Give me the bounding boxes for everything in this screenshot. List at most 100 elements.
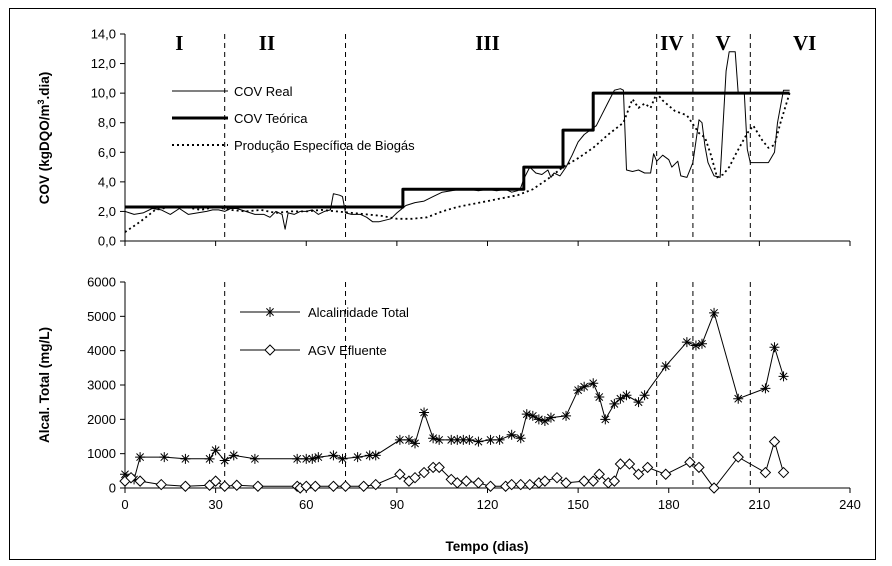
phase-label: I	[175, 31, 183, 55]
data-point-diamond	[179, 480, 192, 492]
data-point-asterisk	[769, 342, 780, 353]
legend-label-cov-teorica: COV Teórica	[234, 111, 308, 126]
x-tick-label: 240	[839, 497, 861, 512]
data-point-asterisk	[639, 390, 650, 401]
phase-label: IV	[660, 31, 683, 55]
data-point-diamond	[134, 475, 146, 487]
data-point-diamond	[587, 475, 599, 487]
data-point-diamond	[433, 461, 445, 474]
data-point-asterisk	[609, 398, 620, 409]
data-point-asterisk	[452, 434, 463, 445]
data-point-asterisk	[633, 397, 644, 408]
data-point-asterisk	[539, 416, 550, 427]
legend-label-agv: AGV Efluente	[308, 343, 387, 358]
series-line-0	[124, 51, 790, 230]
data-point-diamond	[370, 478, 382, 491]
data-point-diamond	[551, 471, 563, 484]
x-tick-label: 180	[658, 497, 680, 512]
data-point-diamond	[451, 477, 463, 489]
data-point-diamond	[125, 471, 137, 484]
y-tick-label: 0	[109, 481, 116, 496]
data-point-asterisk	[135, 452, 146, 463]
data-point-asterisk	[313, 452, 324, 463]
data-point-diamond	[327, 480, 340, 492]
x-tick-label: 90	[390, 497, 404, 512]
data-point-diamond	[777, 466, 790, 479]
alkalinity-x-ticks: 0 30 60 90 120 150 180 210 240	[121, 488, 861, 512]
y-tick-label: 6000	[87, 275, 116, 290]
alkalinity-series	[119, 307, 790, 494]
data-point-diamond	[660, 468, 672, 480]
data-point-asterisk	[301, 453, 312, 464]
data-point-diamond	[708, 482, 720, 494]
data-point-diamond	[252, 480, 264, 492]
data-point-diamond	[684, 456, 696, 468]
legend-diamond-mark	[264, 344, 276, 356]
data-point-diamond	[418, 466, 430, 479]
data-point-diamond	[218, 480, 231, 492]
y-tick-label: 12,0	[91, 56, 116, 71]
data-point-diamond	[693, 461, 705, 474]
alkalinity-legend: Alcalinidade Total AGV Efluente	[240, 305, 409, 358]
y-tick-label: 14,0	[91, 27, 116, 42]
data-point-asterisk	[594, 392, 605, 403]
data-point-diamond	[209, 475, 222, 487]
data-point-diamond	[560, 477, 572, 489]
cov-chart: 0,02,04,06,08,010,012,014,0 I II III IV V VI …	[36, 27, 851, 249]
y-tick-label: 1000	[87, 446, 116, 461]
data-point-asterisk	[473, 436, 484, 447]
y-tick-label: 8,0	[98, 115, 116, 130]
data-point-asterisk	[573, 385, 584, 396]
data-point-asterisk	[600, 414, 611, 425]
data-point-diamond	[231, 479, 243, 491]
data-point-diamond	[445, 473, 457, 486]
data-point-asterisk	[621, 390, 632, 401]
data-point-asterisk	[210, 445, 221, 456]
data-point-asterisk	[527, 410, 538, 421]
y-tick-label: 6,0	[98, 145, 116, 160]
data-point-asterisk	[204, 453, 215, 464]
series-line-2	[124, 92, 791, 233]
legend-label-cov-real: COV Real	[234, 84, 293, 99]
data-point-asterisk	[515, 433, 526, 444]
y-tick-label: 10,0	[91, 86, 116, 101]
data-point-diamond	[539, 475, 551, 487]
alkalinity-y-ticks: 0 1000 2000 3000 4000 5000 6000	[87, 275, 125, 496]
data-point-diamond	[578, 475, 590, 487]
alkalinity-chart-phase-lines	[224, 282, 751, 488]
cov-series	[124, 51, 791, 233]
data-point-asterisk	[464, 434, 475, 445]
cov-legend: COV Real COV Teórica Produção Específica…	[172, 84, 415, 153]
data-point-asterisk	[660, 361, 671, 372]
data-point-diamond	[632, 468, 645, 480]
y-tick-label: 3000	[87, 378, 116, 393]
data-point-asterisk	[588, 378, 599, 389]
data-point-diamond	[608, 475, 621, 487]
data-point-asterisk	[506, 429, 517, 440]
data-point-diamond	[357, 480, 370, 492]
data-point-asterisk	[337, 453, 348, 464]
data-point-asterisk	[228, 450, 239, 461]
data-point-asterisk	[458, 434, 469, 445]
y-tick-label: 0,0	[98, 234, 116, 249]
phase-label: III	[475, 31, 500, 55]
series-line-1	[125, 91, 790, 209]
data-point-asterisk	[681, 337, 692, 348]
data-point-diamond	[732, 451, 744, 463]
phase-label: II	[259, 31, 275, 55]
data-point-diamond	[472, 477, 485, 489]
data-point-asterisk	[292, 453, 303, 464]
legend-marker-diamond	[264, 344, 276, 356]
data-point-asterisk	[410, 438, 420, 449]
data-point-diamond	[524, 478, 536, 491]
x-tick-label: 120	[477, 497, 499, 512]
y-tick-label: 2000	[87, 412, 116, 427]
x-tick-label: 0	[121, 497, 128, 512]
data-point-asterisk	[778, 371, 789, 382]
data-point-asterisk	[760, 383, 771, 394]
data-point-asterisk	[521, 409, 532, 420]
cov-y-axis-label: COV (kgDQO/m3.dia)	[36, 72, 52, 205]
data-point-asterisk	[696, 338, 707, 349]
data-point-diamond	[339, 480, 352, 492]
